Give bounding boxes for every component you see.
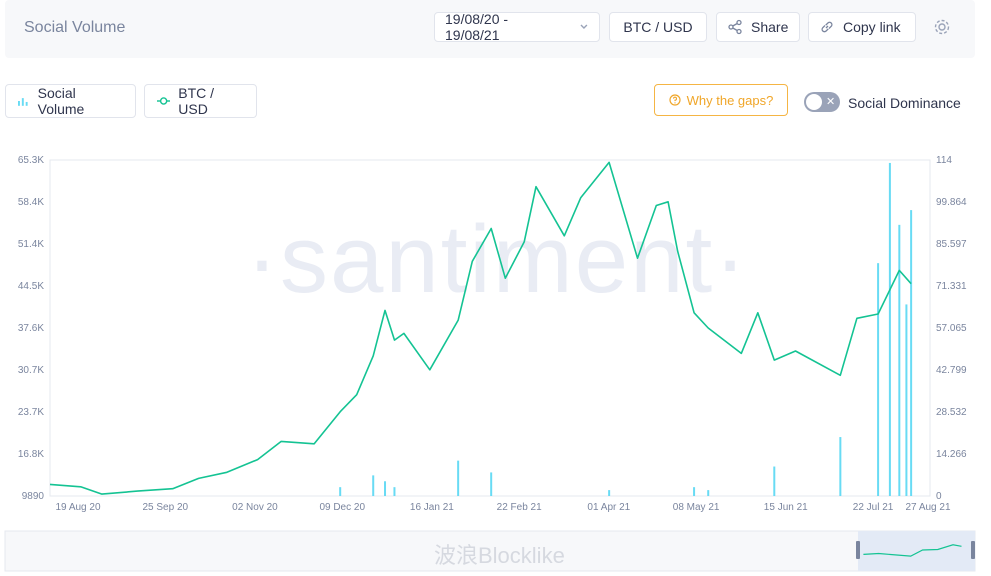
share-label: Share: [751, 19, 789, 35]
x-tick-label: 15 Jun 21: [764, 502, 808, 513]
volume-bar: [839, 437, 842, 496]
santiment-watermark: ·santiment·: [246, 206, 749, 313]
help-circle-icon: [669, 94, 681, 106]
volume-bar: [457, 460, 460, 496]
pair-selector[interactable]: BTC / USD: [609, 12, 707, 42]
why-gaps-label: Why the gaps?: [686, 92, 774, 108]
volume-bar: [773, 466, 776, 496]
copy-link-button[interactable]: Copy link: [808, 12, 916, 42]
gear-icon[interactable]: [933, 18, 951, 36]
x-tick-label: 19 Aug 20: [55, 502, 100, 513]
y-right-tick-label: 57.065: [936, 323, 967, 334]
legend-social-volume[interactable]: Social Volume: [5, 84, 136, 118]
y-left-tick-label: 58.4K: [18, 197, 44, 208]
x-tick-label: 27 Aug 21: [905, 502, 950, 513]
volume-bar: [608, 490, 611, 496]
date-range-selector[interactable]: 19/08/20 - 19/08/21: [434, 11, 600, 43]
toggle-knob: [806, 94, 822, 110]
close-icon: ✕: [826, 96, 836, 108]
x-tick-label: 25 Sep 20: [142, 502, 188, 513]
social-dominance-toggle[interactable]: ✕: [804, 92, 840, 112]
y-right-tick-label: 28.532: [936, 407, 967, 418]
volume-bar: [490, 472, 493, 496]
line-series-icon: [157, 97, 171, 105]
y-right-tick-label: 42.799: [936, 365, 967, 376]
legend-social-volume-label: Social Volume: [37, 85, 85, 117]
volume-bar: [339, 487, 342, 496]
y-left-tick-label: 44.5K: [18, 281, 44, 292]
legend-btc-usd[interactable]: BTC / USD: [144, 84, 257, 118]
weibo-watermark: 波浪Blocklike: [434, 543, 565, 568]
navigator-handle-left: [856, 541, 860, 559]
navigator-handle-right: [971, 541, 975, 559]
volume-bar: [393, 487, 396, 496]
y-right-tick-label: 114: [936, 155, 952, 166]
x-tick-label: 02 Nov 20: [232, 502, 278, 513]
y-left-tick-label: 65.3K: [18, 155, 44, 166]
volume-bar: [910, 210, 913, 496]
copy-link-label: Copy link: [843, 19, 901, 35]
social-dominance-label: Social Dominance: [848, 95, 961, 111]
x-tick-label: 09 Dec 20: [319, 502, 365, 513]
y-right-tick-label: 14.266: [936, 449, 967, 460]
x-tick-label: 16 Jan 21: [410, 502, 454, 513]
x-tick-label: 08 May 21: [673, 502, 720, 513]
volume-bar: [384, 481, 387, 496]
y-left-tick-label: 51.4K: [18, 239, 44, 250]
btc-price-line: [49, 161, 912, 495]
y-left-tick-label: 16.8K: [18, 449, 44, 460]
volume-bar: [898, 224, 901, 496]
y-right-tick-label: 0: [936, 491, 942, 502]
link-icon: [821, 21, 833, 33]
volume-bar: [877, 263, 880, 496]
volume-bar: [372, 475, 375, 496]
x-tick-label: 22 Jul 21: [853, 502, 894, 513]
range-navigator-selection: [858, 531, 975, 571]
volume-bar: [905, 304, 908, 496]
date-range-value: 19/08/20 - 19/08/21: [445, 11, 509, 43]
y-right-tick-label: 71.331: [936, 281, 967, 292]
bar-chart-icon: [18, 98, 28, 106]
y-left-tick-label: 37.6K: [18, 323, 44, 334]
x-tick-label: 22 Feb 21: [497, 502, 542, 513]
legend-btc-usd-label: BTC / USD: [178, 85, 215, 117]
pair-value: BTC / USD: [623, 19, 693, 35]
range-navigator: [4, 530, 976, 572]
share-icon: [728, 19, 742, 35]
x-tick-label: 01 Apr 21: [587, 502, 630, 513]
y-right-tick-label: 99.864: [936, 197, 967, 208]
chart-title: Social Volume: [24, 19, 126, 36]
y-right-tick-label: 85.597: [936, 239, 967, 250]
why-gaps-button[interactable]: Why the gaps?: [654, 84, 788, 116]
volume-bar: [707, 490, 710, 496]
chevron-down-icon: [580, 24, 588, 29]
navigator-price-line: [863, 544, 962, 557]
plot-frame: [49, 159, 931, 497]
volume-bar: [693, 487, 696, 496]
share-button[interactable]: Share: [716, 12, 800, 42]
y-left-tick-label: 30.7K: [18, 365, 44, 376]
volume-bar: [888, 162, 891, 496]
y-left-tick-label: 9890: [22, 491, 45, 502]
y-left-tick-label: 23.7K: [18, 407, 44, 418]
